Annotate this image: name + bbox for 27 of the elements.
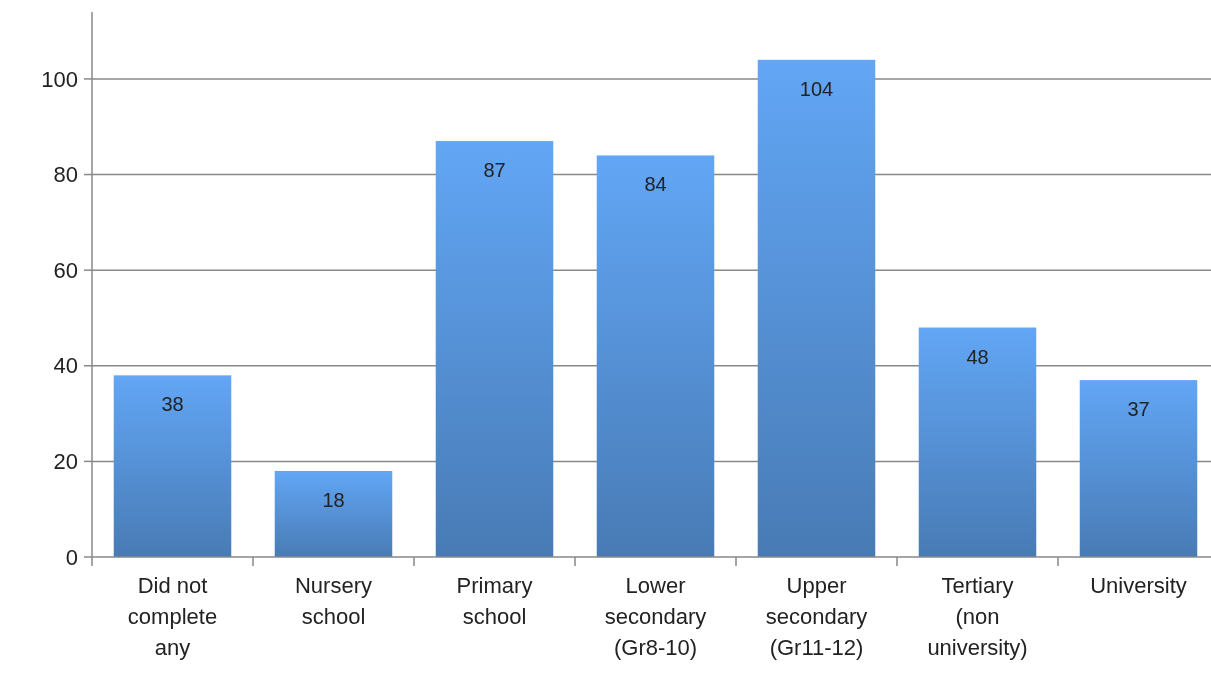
y-tick-label: 0 <box>65 544 78 570</box>
data-label: 18 <box>322 488 345 511</box>
x-tick-label: Primary school <box>456 573 533 629</box>
x-tick-label: Nursery school <box>294 573 373 629</box>
bar <box>1079 380 1198 557</box>
data-label: 37 <box>1127 398 1150 421</box>
bar <box>918 327 1037 557</box>
bar <box>113 375 232 557</box>
bar <box>435 141 554 557</box>
bar <box>596 155 715 557</box>
y-tick-label: 100 <box>41 66 78 92</box>
x-tick-label: University <box>1090 573 1187 598</box>
data-label: 38 <box>161 393 184 416</box>
x-tick-label: Tertiary (non university) <box>927 573 1028 660</box>
data-label: 87 <box>483 159 506 182</box>
y-tick-label: 60 <box>53 257 78 283</box>
y-tick-label: 20 <box>53 449 78 475</box>
bar <box>757 59 876 557</box>
y-tick-label: 40 <box>53 353 78 379</box>
data-label: 104 <box>799 77 834 100</box>
x-tick-label: Upper secondary (Gr11-12) <box>765 573 868 660</box>
x-tick-label: Did not complete any <box>127 573 218 660</box>
bar <box>274 470 393 557</box>
data-label: 48 <box>966 345 989 368</box>
x-tick-label: Lower secondary (Gr8-10) <box>604 573 707 660</box>
y-tick-label: 80 <box>53 162 78 188</box>
data-label: 84 <box>644 173 667 196</box>
